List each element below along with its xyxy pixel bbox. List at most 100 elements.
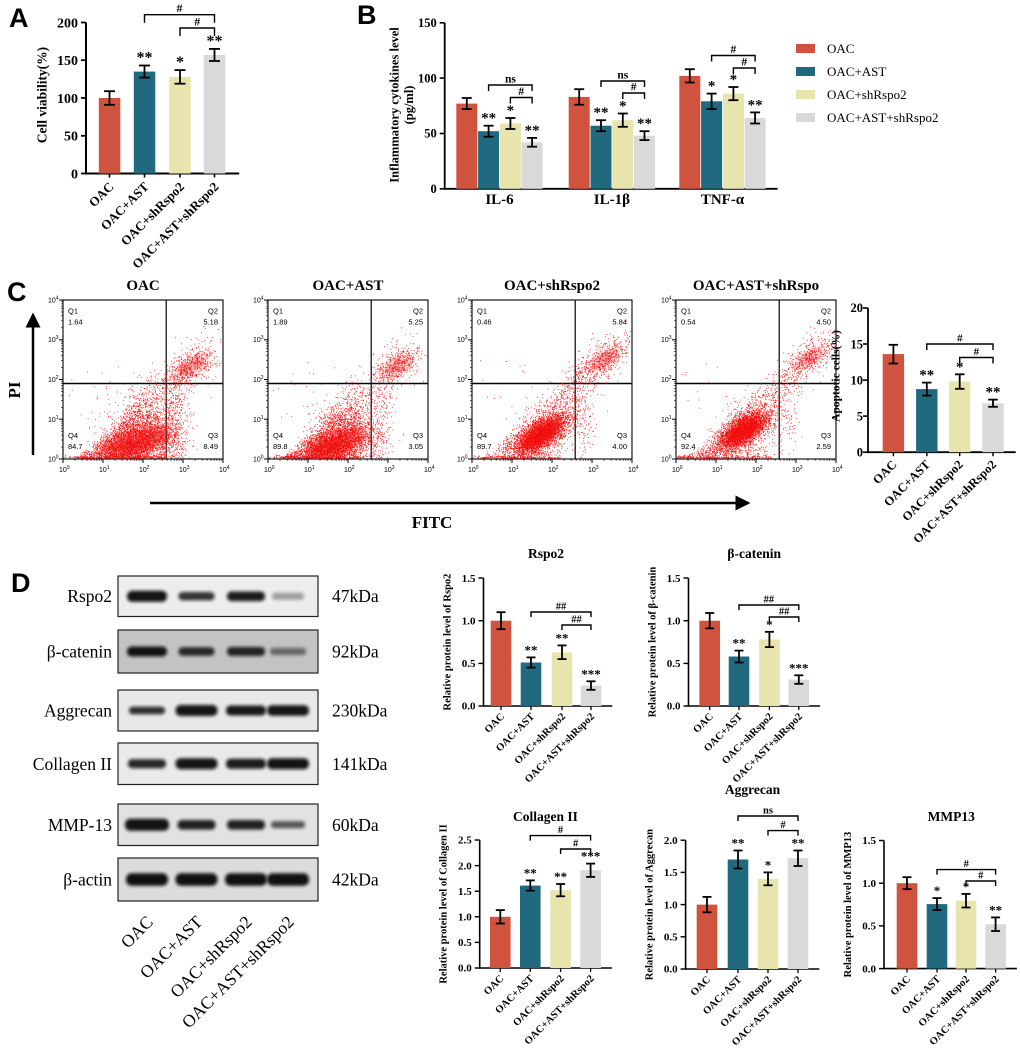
svg-text:102: 102 (139, 465, 150, 474)
svg-text:C: C (7, 277, 27, 307)
svg-text:103: 103 (253, 335, 264, 344)
svg-text:#: # (741, 57, 747, 69)
svg-text:2.5: 2.5 (458, 835, 472, 847)
svg-text:101: 101 (304, 465, 315, 474)
svg-text:OAC: OAC (126, 278, 159, 294)
svg-text:PI: PI (5, 381, 24, 398)
svg-text:Relative protein level of MMP1: Relative protein level of MMP13 (843, 832, 854, 978)
svg-text:2.59: 2.59 (816, 442, 831, 451)
svg-text:104: 104 (661, 296, 672, 305)
svg-text:#: # (573, 839, 579, 850)
svg-text:200: 200 (57, 16, 78, 31)
svg-text:Q2: Q2 (821, 307, 831, 316)
svg-text:ns: ns (763, 806, 773, 817)
svg-text:Collagen II: Collagen II (33, 754, 112, 774)
svg-text:Q1: Q1 (68, 307, 78, 316)
svg-text:Rspo2: Rspo2 (528, 546, 564, 561)
svg-text:4.00: 4.00 (612, 442, 627, 451)
svg-text:102: 102 (752, 465, 763, 474)
svg-text:Q3: Q3 (617, 431, 627, 440)
svg-text:**: ** (207, 33, 223, 50)
svg-text:***: *** (581, 666, 601, 681)
svg-text:#: # (964, 859, 970, 870)
svg-text:Q3: Q3 (413, 431, 423, 440)
svg-text:42kDa: 42kDa (332, 870, 379, 890)
svg-text:103: 103 (661, 335, 672, 344)
svg-text:OAC+AST+shRspo2: OAC+AST+shRspo2 (827, 110, 938, 125)
svg-text:101: 101 (712, 465, 723, 474)
svg-text:102: 102 (253, 375, 264, 384)
svg-text:#: # (631, 82, 637, 94)
svg-text:#: # (957, 333, 963, 345)
svg-text:0: 0 (71, 167, 78, 182)
svg-text:103: 103 (792, 465, 803, 474)
svg-text:92kDa: 92kDa (332, 642, 379, 662)
svg-text:103: 103 (457, 335, 468, 344)
svg-text:101: 101 (661, 415, 672, 424)
svg-text:0.5: 0.5 (862, 921, 876, 933)
svg-text:#: # (978, 871, 984, 882)
svg-text:β-catenin: β-catenin (727, 546, 781, 561)
svg-text:Aggrecan: Aggrecan (44, 701, 112, 721)
svg-text:OAC+AST+shRspo: OAC+AST+shRspo (693, 278, 819, 294)
svg-text:***: *** (581, 849, 601, 864)
svg-text:50: 50 (424, 127, 437, 141)
svg-text:**: ** (556, 630, 569, 645)
svg-text:230kDa: 230kDa (332, 701, 388, 721)
svg-text:**: ** (481, 111, 496, 127)
svg-text:103: 103 (179, 465, 190, 474)
svg-text:0.0: 0.0 (667, 701, 681, 713)
svg-text:B: B (357, 0, 377, 30)
svg-text:**: ** (732, 836, 745, 851)
svg-text:#: # (974, 346, 980, 358)
svg-text:**: ** (594, 105, 609, 121)
svg-text:#: # (780, 820, 786, 831)
svg-text:1.0: 1.0 (667, 615, 681, 627)
svg-text:104: 104 (253, 296, 264, 305)
svg-text:**: ** (525, 123, 540, 139)
svg-text:*: * (956, 359, 964, 375)
svg-text:*: * (730, 72, 738, 88)
svg-text:OAC+AST: OAC+AST (827, 64, 886, 79)
svg-text:Q4: Q4 (681, 431, 691, 440)
svg-text:Q2: Q2 (208, 307, 218, 316)
svg-text:150: 150 (418, 16, 437, 30)
svg-text:1.5: 1.5 (462, 573, 476, 585)
svg-text:*: * (766, 617, 773, 632)
svg-text:β-catenin: β-catenin (47, 642, 113, 662)
svg-text:*: * (963, 879, 970, 894)
svg-text:OAC+shRspo2: OAC+shRspo2 (504, 278, 600, 294)
svg-text:5.84: 5.84 (612, 318, 627, 327)
svg-text:Q3: Q3 (208, 431, 218, 440)
svg-text:1.5: 1.5 (667, 573, 681, 585)
svg-text:0.5: 0.5 (462, 658, 476, 670)
svg-text:104: 104 (48, 296, 59, 305)
svg-text:2.0: 2.0 (458, 860, 472, 872)
svg-text:OAC: OAC (827, 41, 854, 56)
svg-text:104: 104 (457, 296, 468, 305)
svg-text:100: 100 (672, 465, 683, 474)
svg-text:100: 100 (468, 465, 479, 474)
svg-text:1.64: 1.64 (68, 318, 83, 327)
svg-text:OAC+AST: OAC+AST (312, 278, 383, 294)
svg-text:102: 102 (548, 465, 559, 474)
svg-text:102: 102 (48, 375, 59, 384)
svg-text:Q2: Q2 (413, 307, 423, 316)
svg-text:**: ** (792, 836, 805, 851)
svg-text:101: 101 (99, 465, 110, 474)
svg-text:1.5: 1.5 (862, 835, 876, 847)
svg-text:**: ** (919, 368, 934, 384)
svg-text:0.0: 0.0 (862, 963, 876, 975)
svg-text:2.0: 2.0 (664, 835, 678, 847)
svg-text:Inflammatory cytokines level: Inflammatory cytokines level (388, 27, 402, 183)
svg-text:#: # (731, 44, 737, 56)
svg-text:100: 100 (457, 455, 468, 464)
svg-text:***: *** (789, 660, 809, 675)
svg-text:**: ** (986, 385, 1001, 401)
svg-text:101: 101 (48, 415, 59, 424)
svg-text:0.0: 0.0 (462, 701, 476, 713)
svg-text:Q1: Q1 (477, 307, 487, 316)
svg-text:*: * (619, 99, 627, 115)
svg-text:Q4: Q4 (273, 431, 283, 440)
svg-text:1.89: 1.89 (273, 318, 288, 327)
